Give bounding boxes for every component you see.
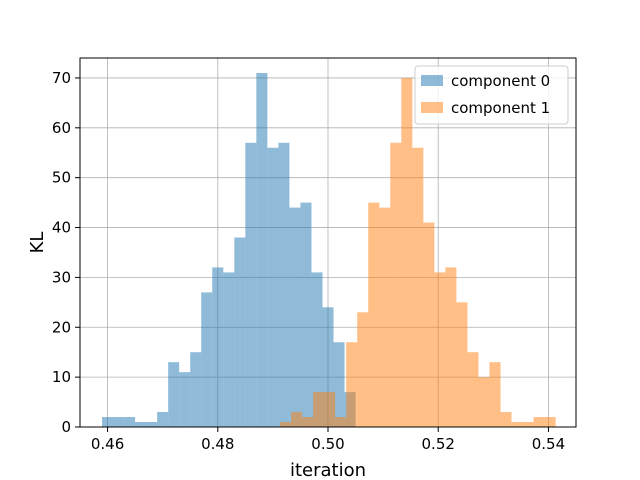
histogram-bars bbox=[102, 72, 556, 427]
histogram-bar-component-0 bbox=[234, 237, 246, 427]
histogram-bar-component-1 bbox=[423, 222, 435, 427]
histogram-bar-component-0 bbox=[168, 362, 180, 427]
histogram-bar-component-1 bbox=[346, 342, 358, 427]
legend-label: component 1 bbox=[451, 99, 550, 117]
x-tick-label: 0.52 bbox=[422, 435, 455, 453]
histogram-bar-component-1 bbox=[390, 142, 402, 427]
histogram-bar-component-1 bbox=[511, 422, 523, 427]
x-tick-label: 0.54 bbox=[532, 435, 565, 453]
y-tick-label: 40 bbox=[52, 219, 71, 237]
legend-box bbox=[414, 65, 569, 125]
histogram-bar-component-0 bbox=[245, 142, 257, 427]
histogram-bar-component-0 bbox=[135, 422, 147, 427]
histogram-bar-component-0 bbox=[201, 292, 213, 427]
histogram-bar-component-0 bbox=[311, 272, 323, 427]
histogram-bar-component-0 bbox=[124, 417, 136, 427]
y-tick-label: 20 bbox=[52, 318, 71, 336]
legend-label: component 0 bbox=[451, 72, 550, 90]
legend-swatch bbox=[421, 75, 443, 86]
y-tick-label: 0 bbox=[61, 418, 71, 436]
histogram-bar-component-1 bbox=[302, 417, 314, 427]
histogram-bar-component-1 bbox=[291, 412, 303, 427]
histogram-bar-component-0 bbox=[212, 267, 224, 427]
histogram-bar-component-1 bbox=[478, 377, 490, 427]
histogram-bar-component-1 bbox=[445, 267, 457, 427]
legend-swatch bbox=[421, 102, 443, 113]
histogram-bar-component-1 bbox=[335, 417, 347, 427]
histogram-bar-component-0 bbox=[102, 417, 114, 427]
y-axis-label: KL bbox=[27, 232, 48, 254]
y-tick-label: 70 bbox=[52, 69, 71, 87]
histogram-bar-component-0 bbox=[278, 142, 290, 427]
histogram-bar-component-1 bbox=[313, 392, 325, 427]
histogram-bar-component-0 bbox=[157, 412, 169, 427]
histogram-bar-component-1 bbox=[533, 417, 545, 427]
y-tick-label: 50 bbox=[52, 169, 71, 187]
histogram-bar-component-1 bbox=[379, 207, 391, 427]
histogram-bar-component-0 bbox=[113, 417, 125, 427]
histogram-bar-component-0 bbox=[179, 372, 191, 427]
histogram-bar-component-0 bbox=[300, 202, 312, 427]
histogram-bar-component-1 bbox=[544, 417, 556, 427]
histogram-bar-component-1 bbox=[467, 352, 479, 427]
histogram-bar-component-1 bbox=[280, 422, 292, 427]
histogram-bar-component-0 bbox=[289, 207, 301, 427]
legend: component 0 component 1 bbox=[414, 65, 569, 125]
histogram-bar-component-1 bbox=[324, 392, 336, 427]
y-tick-label: 10 bbox=[52, 368, 71, 386]
x-tick-label: 0.50 bbox=[311, 435, 344, 453]
histogram-bar-component-0 bbox=[256, 72, 268, 427]
histogram-bar-component-0 bbox=[333, 342, 345, 427]
histogram-bar-component-0 bbox=[190, 352, 202, 427]
grid-lines bbox=[80, 58, 576, 428]
histogram-bar-component-1 bbox=[456, 302, 468, 427]
histogram-bar-component-1 bbox=[522, 422, 534, 427]
histogram-bar-component-1 bbox=[412, 147, 424, 427]
x-tick-label: 0.48 bbox=[201, 435, 234, 453]
histogram-bar-component-0 bbox=[146, 422, 158, 427]
histogram-bar-component-1 bbox=[489, 362, 501, 427]
histogram-bar-component-1 bbox=[357, 312, 369, 427]
histogram-bar-component-1 bbox=[401, 77, 413, 427]
y-tick-label: 30 bbox=[52, 268, 71, 286]
histogram-bar-component-0 bbox=[223, 272, 235, 427]
axis-ticks: 0.46 0.48 0.50 0.52 0.54 0 10 20 30 40 50 60 70 bbox=[52, 69, 565, 453]
x-tick-label: 0.46 bbox=[91, 435, 124, 453]
x-axis-label: iteration bbox=[290, 460, 366, 480]
y-tick-label: 60 bbox=[52, 119, 71, 137]
histogram-bar-component-0 bbox=[267, 147, 279, 427]
histogram-bar-component-0 bbox=[322, 307, 334, 427]
histogram-bar-component-1 bbox=[500, 412, 512, 427]
histogram-bar-component-1 bbox=[434, 272, 446, 427]
histogram-bar-component-1 bbox=[368, 202, 380, 427]
